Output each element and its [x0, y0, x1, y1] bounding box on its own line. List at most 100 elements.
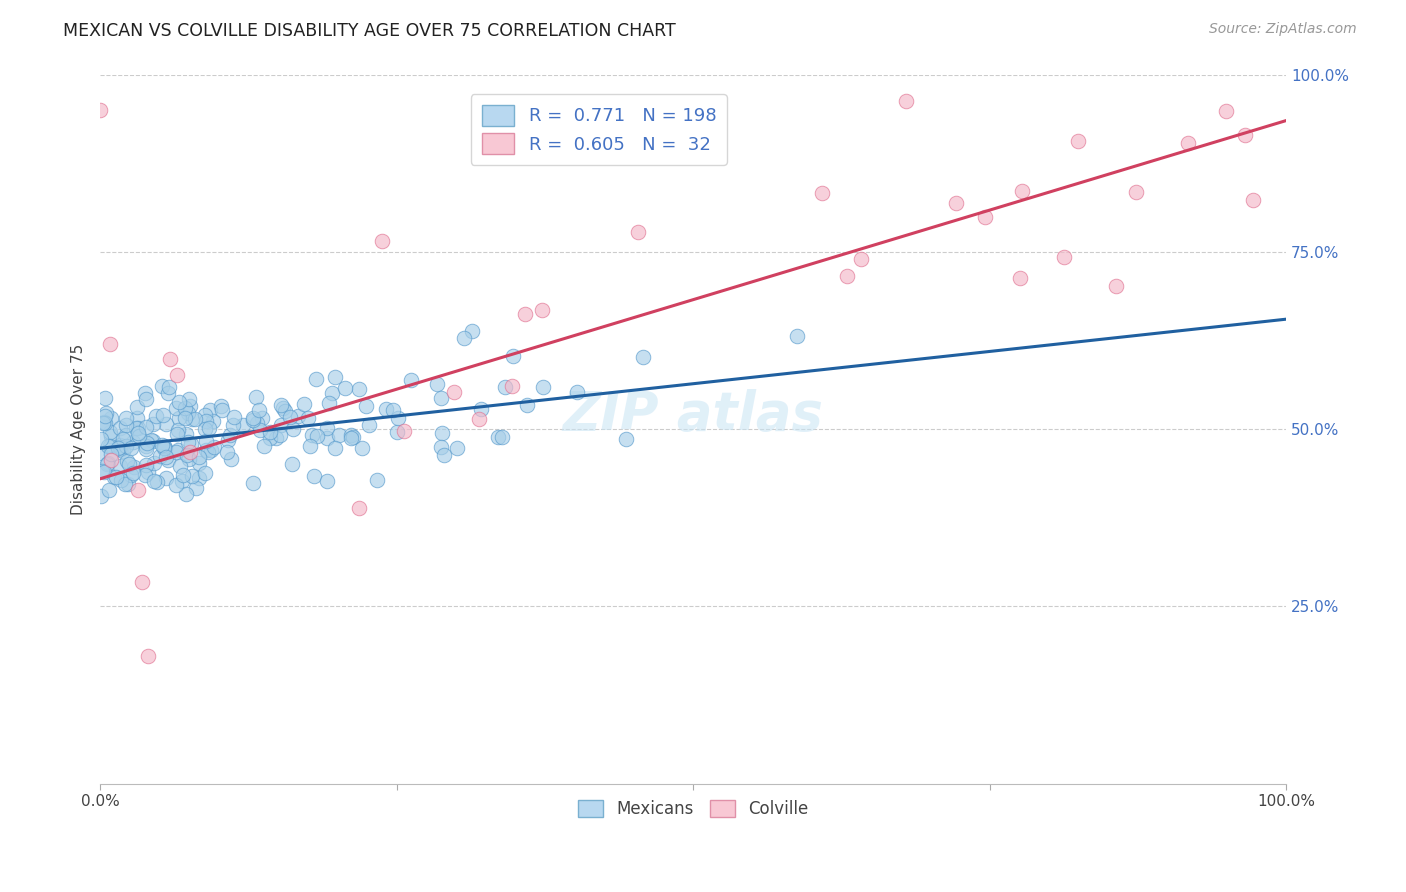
Point [100, 410, 122, 425]
Point [323, 370, 346, 384]
Point [96, 457, 118, 471]
Point [501, 379, 523, 393]
Point [184, 411, 207, 425]
Point [371, 234, 394, 248]
Point [127, 425, 149, 440]
Point [209, 399, 232, 413]
Point [93, 409, 115, 424]
Point [125, 421, 148, 435]
Point [103, 470, 125, 484]
Point [315, 431, 337, 445]
Point [107, 441, 129, 455]
Point [108, 438, 131, 452]
Point [1066, 134, 1088, 148]
Point [145, 409, 167, 423]
Point [110, 458, 132, 473]
Point [181, 469, 204, 483]
Point [122, 467, 145, 481]
Point [180, 437, 202, 451]
Point [299, 439, 322, 453]
Point [136, 649, 159, 664]
Point [614, 432, 637, 446]
Point [264, 431, 287, 445]
Point [142, 434, 165, 449]
Point [139, 433, 162, 447]
Text: Source: ZipAtlas.com: Source: ZipAtlas.com [1209, 22, 1357, 37]
Point [89, 446, 111, 460]
Point [97, 439, 120, 453]
Point [531, 380, 554, 394]
Point [198, 421, 221, 435]
Point [1053, 250, 1076, 264]
Point [117, 457, 139, 471]
Point [461, 324, 484, 338]
Point [339, 431, 361, 445]
Point [426, 377, 449, 392]
Point [177, 435, 200, 450]
Point [318, 396, 340, 410]
Point [502, 350, 524, 364]
Point [835, 268, 858, 283]
Point [176, 407, 198, 421]
Point [111, 443, 134, 458]
Point [120, 467, 142, 482]
Point [468, 411, 491, 425]
Point [188, 456, 211, 470]
Point [287, 409, 309, 424]
Point [446, 441, 468, 455]
Point [217, 433, 239, 447]
Point [173, 401, 195, 416]
Point [1177, 136, 1199, 150]
Point [150, 379, 173, 393]
Y-axis label: Disability Age Over 75: Disability Age Over 75 [72, 343, 86, 515]
Point [172, 468, 194, 483]
Point [347, 501, 370, 516]
Point [232, 417, 254, 432]
Point [108, 440, 131, 454]
Point [157, 380, 180, 394]
Point [271, 401, 294, 415]
Point [90, 432, 112, 446]
Point [135, 392, 157, 406]
Point [115, 454, 138, 468]
Point [250, 410, 273, 425]
Point [165, 445, 187, 459]
Point [292, 397, 315, 411]
Point [1215, 103, 1237, 118]
Point [896, 94, 918, 108]
Point [443, 384, 465, 399]
Point [174, 411, 197, 425]
Point [94, 406, 117, 420]
Point [194, 422, 217, 436]
Point [786, 329, 808, 343]
Point [135, 442, 157, 457]
Point [155, 417, 177, 431]
Point [186, 481, 208, 495]
Point [127, 421, 149, 435]
Point [114, 410, 136, 425]
Point [197, 445, 219, 459]
Point [98, 483, 121, 497]
Point [494, 380, 516, 394]
Point [187, 471, 209, 485]
Point [211, 402, 233, 417]
Point [89, 103, 111, 117]
Point [117, 477, 139, 491]
Point [167, 411, 190, 425]
Point [115, 439, 138, 453]
Point [252, 439, 274, 453]
Text: ZIP atlas: ZIP atlas [562, 389, 824, 441]
Point [93, 415, 115, 429]
Point [115, 417, 138, 432]
Point [222, 409, 245, 424]
Point [146, 475, 169, 490]
Point [217, 445, 239, 459]
Point [491, 430, 513, 444]
Point [157, 452, 180, 467]
Point [188, 450, 211, 465]
Point [242, 413, 264, 427]
Point [198, 402, 221, 417]
Point [430, 392, 453, 406]
Point [135, 458, 157, 472]
Point [194, 434, 217, 448]
